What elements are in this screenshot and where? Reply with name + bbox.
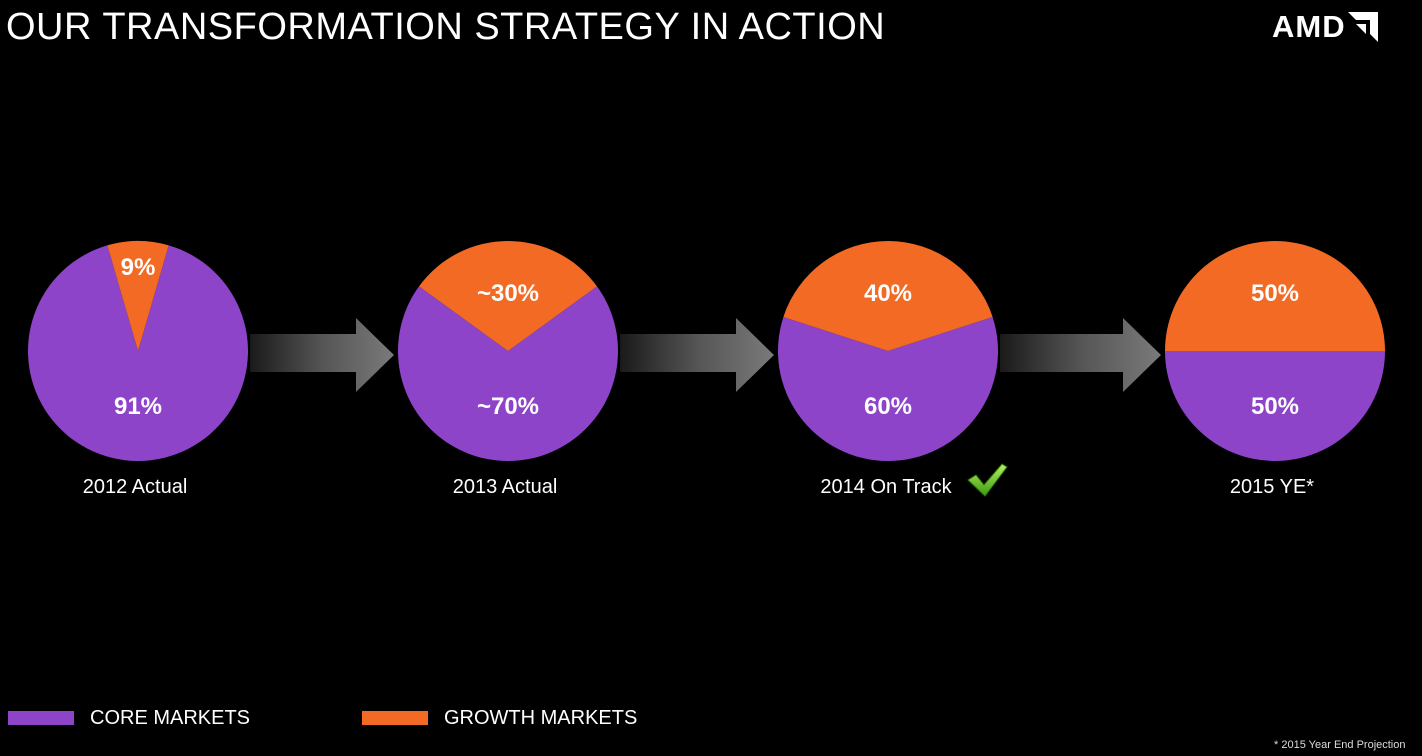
legend-core-swatch: [8, 711, 74, 725]
pie-year-label: 2014 On Track: [820, 476, 952, 498]
growth-slice: [783, 241, 993, 351]
pie-2: ~30% ~70% 2013 Actual: [397, 240, 618, 498]
right-arrow-icon: [620, 318, 774, 392]
amd-arrow-icon: [1347, 12, 1378, 42]
core-slice: [27, 245, 249, 461]
checkmark-icon: [967, 463, 1008, 497]
growth-value-label: 9%: [121, 254, 156, 281]
pie-year-label: 2015 YE*: [1230, 476, 1314, 498]
core-value-label: ~70%: [477, 393, 539, 420]
pie-3: 40% 60% 2014 On Track: [778, 241, 1008, 498]
legend-core-label: CORE MARKETS: [90, 707, 251, 729]
page-title: OUR TRANSFORMATION STRATEGY IN ACTION: [6, 6, 886, 48]
core-slice: [397, 286, 618, 461]
pie-1: 9% 91% 2012 Actual: [27, 240, 249, 498]
growth-slice: [107, 240, 169, 351]
logo-text: AMD: [1272, 9, 1346, 44]
core-slice: [1165, 351, 1385, 461]
core-value-label: 91%: [114, 393, 162, 420]
core-slice: [778, 317, 998, 462]
pie-year-label: 2013 Actual: [453, 476, 558, 498]
footnote: * 2015 Year End Projection: [1274, 739, 1406, 751]
growth-value-label: 40%: [864, 280, 912, 307]
right-arrow-icon: [1000, 318, 1161, 392]
pie-year-label: 2012 Actual: [83, 476, 188, 498]
growth-value-label: ~30%: [477, 280, 539, 307]
amd-logo: AMD: [1272, 10, 1378, 44]
core-value-label: 60%: [864, 393, 912, 420]
growth-value-label: 50%: [1251, 280, 1299, 307]
core-value-label: 50%: [1251, 393, 1299, 420]
growth-slice: [419, 240, 597, 351]
pie-4: 50% 50% 2015 YE*: [1165, 241, 1385, 498]
growth-slice: [1165, 241, 1385, 351]
legend-growth-label: GROWTH MARKETS: [444, 707, 638, 729]
right-arrow-icon: [250, 318, 394, 392]
legend-growth-swatch: [362, 711, 428, 725]
pie-chart-area: 9% 91% 2012 Actual ~30% ~70% 2013 Actual 40% 60…: [27, 240, 1385, 498]
